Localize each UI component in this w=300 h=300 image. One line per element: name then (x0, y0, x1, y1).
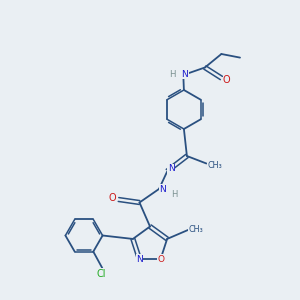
Text: N: N (182, 70, 188, 79)
Text: N: N (159, 184, 166, 194)
Text: CH₃: CH₃ (207, 160, 222, 169)
Text: H: H (171, 190, 177, 199)
Text: H: H (169, 70, 176, 79)
Text: CH₃: CH₃ (188, 225, 203, 234)
Text: Cl: Cl (96, 268, 106, 278)
Text: O: O (223, 75, 231, 85)
Text: O: O (108, 193, 116, 203)
Text: N: N (168, 164, 174, 173)
Text: O: O (157, 255, 164, 264)
Text: N: N (136, 255, 143, 264)
